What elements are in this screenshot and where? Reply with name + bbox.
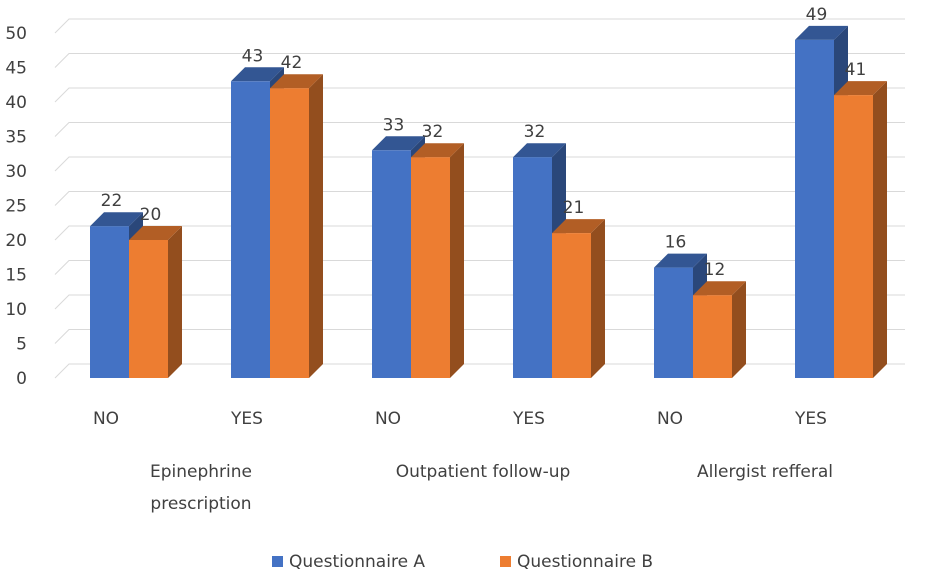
y-axis-ticks: 0 5 10 15 20 25 30 35 40 45 50 — [5, 24, 27, 389]
data-label: 49 — [806, 5, 828, 25]
gridline — [54, 156, 905, 172]
gridline — [54, 363, 905, 379]
bar-front — [411, 157, 450, 378]
legend-label: Questionnaire A — [289, 552, 425, 572]
bar-front — [372, 150, 411, 378]
x-category-label: YES — [794, 409, 827, 429]
y-tick-label: 35 — [5, 128, 27, 148]
y-tick-label: 30 — [5, 162, 27, 182]
bar-top — [654, 253, 707, 268]
bars — [90, 25, 887, 379]
bar-b — [834, 81, 887, 378]
bar-front — [90, 226, 129, 378]
x-group-label: Allergist refferal — [697, 462, 833, 482]
y-tick-label: 25 — [5, 197, 27, 217]
bar-top — [552, 219, 605, 234]
data-label: 22 — [101, 191, 123, 211]
bar-side — [732, 281, 746, 378]
bar-side — [168, 226, 182, 378]
legend-swatch — [500, 556, 511, 567]
x-category-label: YES — [230, 409, 263, 429]
bar-front — [552, 233, 591, 378]
bar-side — [450, 143, 464, 378]
bar-top — [90, 212, 143, 227]
bar-b — [270, 74, 323, 378]
bar-front — [654, 267, 693, 378]
bar-b — [552, 219, 605, 378]
data-label: 32 — [422, 122, 444, 142]
bar-top — [834, 81, 887, 96]
bar-b — [411, 143, 464, 378]
data-label: 12 — [704, 260, 726, 280]
bar-front — [795, 39, 834, 379]
data-label: 33 — [383, 115, 405, 135]
x-category-label: YES — [512, 409, 545, 429]
gridline — [54, 225, 905, 241]
y-tick-label: 40 — [5, 93, 27, 113]
gridline — [54, 260, 905, 275]
data-label: 21 — [563, 198, 585, 218]
data-label: 20 — [140, 205, 162, 225]
gridline — [54, 294, 905, 310]
bar-top — [693, 281, 746, 296]
y-tick-label: 0 — [16, 369, 27, 389]
x-group-label: Epinephrine prescription — [150, 462, 252, 514]
bar-front — [129, 240, 168, 378]
x-axis-groups: Epinephrine prescription Outpatient follow… — [150, 462, 833, 514]
legend: Questionnaire A Questionnaire B — [272, 552, 653, 572]
gridline — [54, 53, 905, 68]
gridline — [54, 329, 905, 344]
x-category-label: NO — [375, 409, 401, 429]
y-tick-label: 20 — [5, 231, 27, 251]
x-axis-categories: NO YES NO YES NO YES — [93, 409, 827, 429]
x-category-label: NO — [93, 409, 119, 429]
y-tick-label: 45 — [5, 59, 27, 79]
bar-top — [231, 67, 284, 82]
bar-front — [834, 95, 873, 378]
bar-front — [231, 81, 270, 379]
bar-top — [411, 143, 464, 158]
data-label: 41 — [845, 60, 867, 80]
bar-b — [129, 226, 182, 378]
y-tick-label: 10 — [5, 300, 27, 320]
bar-top — [129, 226, 182, 240]
data-label: 42 — [281, 53, 303, 73]
bar-side — [591, 219, 605, 378]
bar-top — [513, 143, 566, 158]
bar-side — [873, 81, 887, 378]
bar-side — [309, 74, 323, 378]
data-label: 16 — [665, 233, 687, 253]
gridline — [54, 87, 905, 103]
y-tick-label: 5 — [16, 335, 27, 355]
x-group-label: Outpatient follow-up — [396, 462, 571, 482]
data-label: 32 — [524, 122, 546, 142]
x-category-label: NO — [657, 409, 683, 429]
y-tick-label: 15 — [5, 266, 27, 286]
gridline — [54, 18, 905, 34]
bar-front — [513, 157, 552, 378]
bar-top — [795, 25, 848, 40]
bar-front — [693, 295, 732, 378]
data-labels: 22 20 43 42 33 32 32 21 16 12 49 41 — [101, 5, 867, 280]
legend-swatch — [272, 556, 283, 567]
gridline — [54, 122, 905, 137]
bar-b — [693, 281, 746, 378]
legend-label: Questionnaire B — [517, 552, 653, 572]
y-tick-label: 50 — [5, 24, 27, 44]
gridline — [54, 191, 905, 206]
bar-front — [270, 88, 309, 378]
bar-top — [270, 74, 323, 89]
bar-top — [372, 136, 425, 151]
grid-lines — [54, 18, 905, 379]
data-label: 43 — [242, 46, 264, 66]
